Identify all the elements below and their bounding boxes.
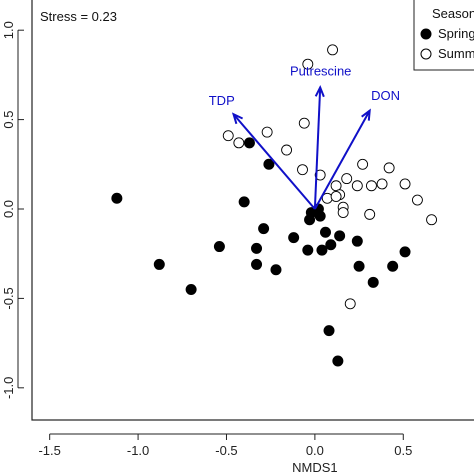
summer-point — [383, 162, 395, 174]
spring-point — [353, 260, 365, 272]
vector-arrow-line — [232, 113, 316, 210]
spring-point — [302, 244, 314, 256]
summer-point — [302, 58, 314, 70]
summer-point — [297, 164, 308, 176]
spring-point — [288, 232, 300, 244]
y-tick-label: 1.0 — [1, 21, 16, 39]
spring-point — [323, 325, 335, 337]
summer-point — [364, 208, 376, 220]
y-tick-label: 0.5 — [1, 111, 16, 129]
x-axis-title: NMDS1 — [292, 460, 338, 474]
summer-point — [298, 117, 310, 129]
summer-point — [376, 178, 388, 190]
spring-point — [334, 230, 346, 242]
spring-point — [251, 258, 263, 270]
vectors-layer: TDP Putrescine DON — [209, 63, 400, 210]
vector-arrow-head — [314, 84, 325, 98]
stress-annotation: Stress = 0.23 — [40, 9, 117, 24]
legend-marker-summer — [420, 48, 432, 60]
vector-arrow-line — [314, 110, 371, 210]
summer-point — [366, 180, 377, 192]
summer-point — [281, 144, 293, 156]
vector-arrow-line — [313, 87, 322, 210]
legend: Season Spring Summer — [413, 0, 474, 71]
y-tick-label: -0.5 — [1, 287, 16, 309]
x-tick-label: -1.5 — [38, 443, 60, 458]
summer-point — [337, 207, 349, 219]
summer-point — [261, 126, 273, 138]
summer-point — [426, 214, 438, 226]
summer-point — [344, 298, 356, 310]
y-tick-label: -1.0 — [1, 377, 16, 399]
summer-point — [341, 173, 353, 185]
legend-title: Season — [432, 6, 474, 21]
spring-point — [319, 226, 331, 238]
summer-point — [357, 158, 369, 170]
summer-point — [351, 180, 363, 192]
spring-point — [325, 239, 337, 251]
summer-point — [399, 178, 411, 190]
spring-point — [243, 137, 255, 149]
summer-point — [327, 44, 339, 56]
x-tick-label: -0.5 — [215, 443, 237, 458]
vector-label-tdp: TDP — [209, 93, 235, 108]
summer-point — [330, 191, 342, 202]
spring-point — [316, 244, 328, 256]
plot-frame — [31, 0, 474, 421]
spring-point — [351, 235, 363, 247]
x-tick-label: -1.0 — [127, 443, 149, 458]
summer-point — [314, 169, 326, 181]
vector-arrow-head — [231, 112, 244, 125]
spring-point — [258, 223, 270, 235]
spring-point — [270, 264, 282, 276]
spring-point — [367, 276, 379, 288]
legend-entry-summer: Summer — [438, 46, 474, 61]
spring-point — [332, 355, 344, 367]
spring-point — [185, 283, 197, 295]
summer-point — [411, 194, 423, 206]
x-tick-label: 0.5 — [394, 443, 412, 458]
vector-label-putrescine: Putrescine — [290, 63, 351, 78]
spring-point — [263, 158, 275, 170]
axes: -1.5 -1.0 -0.5 0.0 0.5 -1.0 -0.5 0.0 0.5 1.0 — [1, 0, 474, 458]
spring-point — [387, 260, 399, 272]
summer-point — [222, 130, 234, 142]
spring-point — [238, 196, 250, 208]
vector-arrow-head — [361, 108, 371, 121]
y-tick-label: 0.0 — [1, 200, 16, 218]
spring-point — [213, 241, 225, 253]
legend-entry-spring: Spring — [438, 26, 474, 41]
legend-marker-spring — [420, 28, 432, 40]
x-tick-label: 0.0 — [306, 443, 324, 458]
summer-point — [233, 137, 245, 149]
spring-point — [153, 258, 165, 270]
spring-point — [251, 242, 263, 254]
spring-point — [399, 246, 411, 258]
vector-label-don: DON — [371, 88, 400, 103]
points-layer — [111, 44, 438, 367]
spring-point — [111, 192, 123, 204]
